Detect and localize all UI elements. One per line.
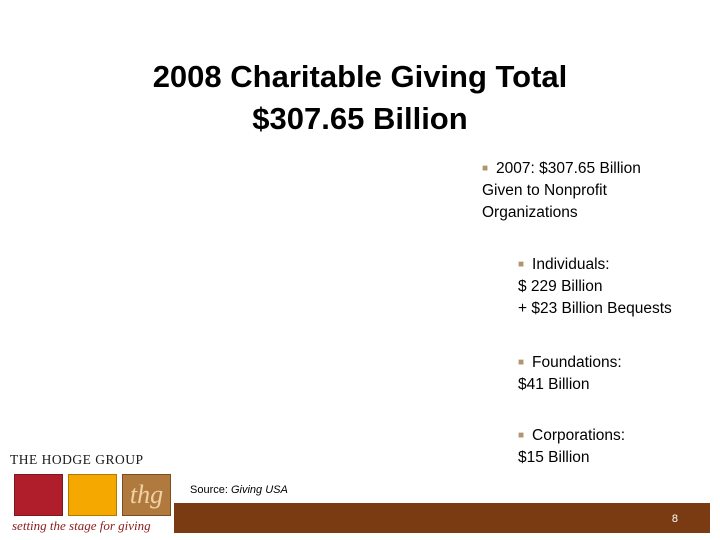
bullet-corporations: ■ Corporations: $15 Billion [518,425,718,469]
bullet-total-2007: ■ 2007: $307.65 Billion Given to Nonprofi… [482,158,702,224]
slide-title: 2008 Charitable Giving Total $307.65 Bil… [60,56,660,140]
bullet-text: + $23 Billion Bequests [518,300,672,317]
logo-mark: thg [129,480,164,509]
logo-name: THE HODGE GROUP [10,452,144,467]
page-number: 8 [671,513,678,525]
square-bullet-icon: ■ [482,163,489,174]
bullet-text: Individuals: [532,256,610,273]
bullet-text: Organizations [482,204,578,221]
logo-gold-square [68,474,117,516]
hodge-group-logo: THE HODGE GROUP thg setting the stage fo… [10,452,171,534]
title-line-1: 2008 Charitable Giving Total [152,59,568,94]
bullet-text: $41 Billion [518,376,590,393]
bullet-text: $15 Billion [518,449,590,466]
source-name: Giving USA [230,484,288,496]
square-bullet-icon: ■ [518,430,525,441]
bullet-text: Foundations: [532,354,622,371]
source-label: Source: [190,484,228,496]
bullet-foundations: ■ Foundations: $41 Billion [518,352,718,396]
bullet-text: 2007: $307.65 Billion [496,160,641,177]
title-line-2: $307.65 Billion [252,101,468,136]
footer-bar: 8 [174,503,710,533]
bullet-text: Given to Nonprofit [482,182,607,199]
square-bullet-icon: ■ [518,259,525,270]
logo-tagline: setting the stage for giving [12,518,151,533]
bullet-text: Corporations: [532,427,626,444]
square-bullet-icon: ■ [518,357,525,368]
source-note: Source: Giving USA [190,484,288,496]
logo-red-square [14,474,63,516]
logo-brown-square: thg [122,474,171,516]
bullet-individuals: ■ Individuals: $ 229 Billion + $23 Billio… [518,254,718,320]
bullet-text: $ 229 Billion [518,278,603,295]
